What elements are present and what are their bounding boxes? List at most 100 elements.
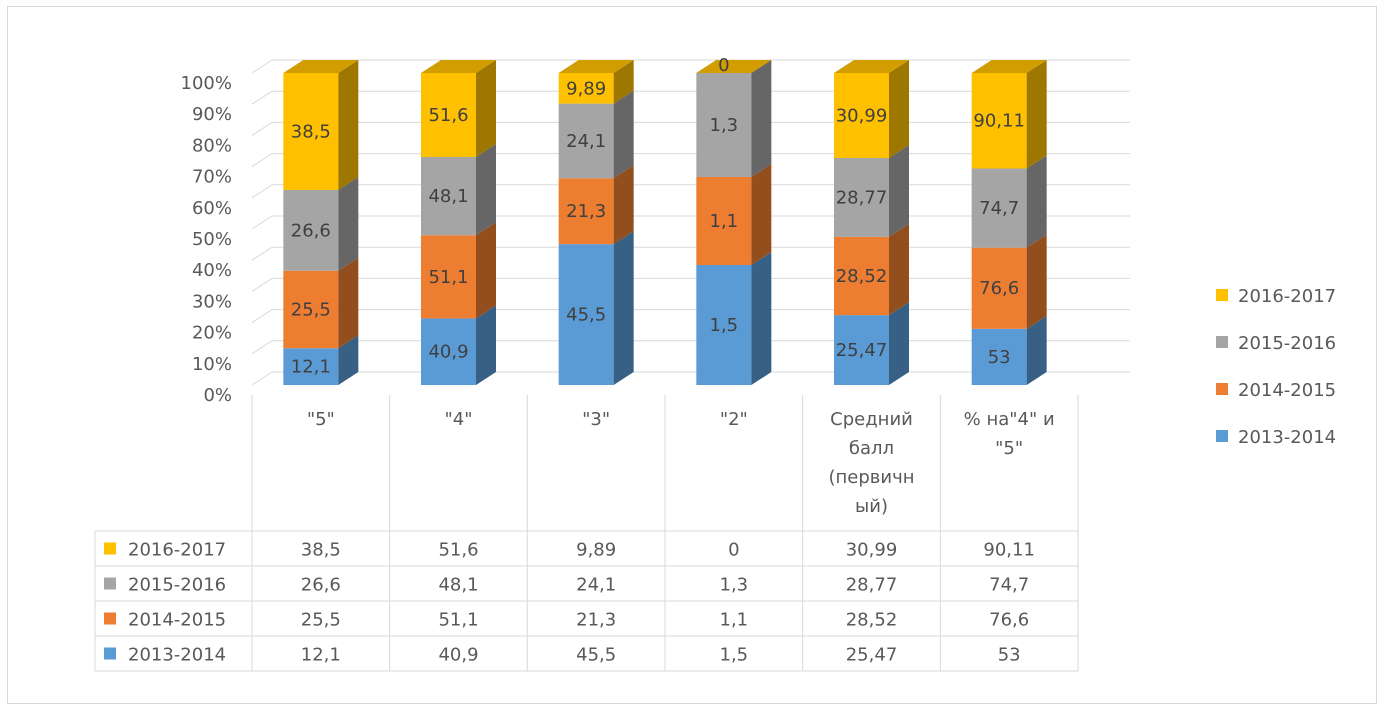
table-cell: 51,6 xyxy=(438,540,478,561)
data-label: 26,6 xyxy=(291,220,331,241)
bar-top xyxy=(834,60,909,73)
bar-top xyxy=(696,60,772,73)
gridline-depth xyxy=(251,90,273,105)
category-label: Средний xyxy=(830,409,913,430)
data-label: 30,99 xyxy=(836,106,888,127)
bar-segment xyxy=(283,348,339,385)
bar-segment-side xyxy=(476,60,496,157)
bar-segment-side xyxy=(476,143,496,236)
legend-label: 2015-2016 xyxy=(1238,333,1336,354)
table-cell: 40,9 xyxy=(438,645,478,666)
data-label: 51,6 xyxy=(428,105,468,126)
category-label: ый) xyxy=(855,496,888,517)
bar-segment xyxy=(696,73,752,177)
legend-label: 2014-2015 xyxy=(1238,380,1336,401)
data-label: 9,89 xyxy=(566,78,606,99)
legend-label: 2013-2014 xyxy=(1238,427,1336,448)
bar-segment-side xyxy=(338,335,359,385)
table-cell: 1,1 xyxy=(720,610,749,631)
gridline-depth xyxy=(251,153,273,168)
bar-segment-side xyxy=(338,60,359,190)
table-cell: 1,3 xyxy=(720,575,749,596)
data-label: 1,1 xyxy=(710,211,739,232)
table-cell: 26,6 xyxy=(301,575,341,596)
gridline-depth xyxy=(251,184,273,199)
bar-segment-side xyxy=(889,302,909,385)
data-label: 53 xyxy=(988,347,1011,368)
bar-segment xyxy=(558,73,614,104)
bar-segment-side xyxy=(613,165,634,245)
table-cell: 74,7 xyxy=(989,575,1029,596)
gridline-depth xyxy=(251,121,273,136)
bar-segment-side xyxy=(889,223,909,316)
bar-segment xyxy=(421,73,476,157)
legend-key xyxy=(1216,336,1228,348)
bar-segment-side xyxy=(1026,234,1047,329)
table-series-name: 2013-2014 xyxy=(128,645,226,666)
bar-segment xyxy=(971,328,1027,385)
data-label: 45,5 xyxy=(566,305,606,326)
table-series-name: 2014-2015 xyxy=(128,610,226,631)
legend: 2016-2017 2015-2016 2014-2015 2013-2014 xyxy=(1216,286,1336,448)
bar-segment xyxy=(834,236,889,316)
category-label: "5" xyxy=(995,438,1023,459)
bar-segment xyxy=(283,270,339,349)
y-tick-label: 90% xyxy=(192,104,232,125)
gridline-depth xyxy=(251,340,273,355)
bar-segment-side xyxy=(613,60,634,104)
bar-segment xyxy=(696,265,752,385)
legend-label: 2016-2017 xyxy=(1238,286,1336,307)
bar-segment xyxy=(558,244,614,385)
table-cell: 51,1 xyxy=(438,610,478,631)
y-tick-label: 70% xyxy=(192,167,232,188)
y-tick-label: 60% xyxy=(192,198,232,219)
table-legend-key xyxy=(104,647,116,660)
bar-segment xyxy=(558,103,614,179)
bar-top xyxy=(558,60,634,73)
table-cell: 0 xyxy=(728,540,739,561)
table-cell: 21,3 xyxy=(576,610,616,631)
table-cell: 53 xyxy=(998,645,1021,666)
data-label: 28,52 xyxy=(836,266,888,287)
y-tick-label: 0% xyxy=(203,385,232,406)
table-cell: 76,6 xyxy=(989,610,1029,631)
table-cell: 25,5 xyxy=(301,610,341,631)
bar-segment-side xyxy=(338,176,359,271)
data-table: "5" "4" "3" "2" Средний балл (первичн ый) % на"4… xyxy=(94,395,1079,672)
bar-segment xyxy=(696,177,752,265)
y-tick-label: 20% xyxy=(192,323,232,344)
bar-segment-side xyxy=(751,252,772,385)
table-cell: 28,77 xyxy=(846,575,898,596)
data-label: 76,6 xyxy=(979,278,1019,299)
bar-segment xyxy=(971,247,1027,329)
bar-segment xyxy=(834,315,889,385)
table-cell: 24,1 xyxy=(576,575,616,596)
bars: 12,1 25,5 26,6 38,5 40,9 51,1 48,1 51,6 45,5 21,3… xyxy=(283,55,1047,385)
y-tick-label: 10% xyxy=(192,354,232,375)
table-cell: 25,47 xyxy=(846,645,898,666)
table-legend-key xyxy=(104,612,116,625)
data-label: 24,1 xyxy=(566,131,606,152)
bar-top xyxy=(283,60,359,73)
bar-segment-side xyxy=(613,90,634,179)
table-cell: 30,99 xyxy=(846,540,898,561)
bar-segment xyxy=(283,73,339,190)
data-label: 51,1 xyxy=(428,267,468,288)
gridline-depth xyxy=(251,215,273,230)
data-label: 40,9 xyxy=(428,342,468,363)
y-axis: 0% 10% 20% 30% 40% 50% 60% 70% 80% 90% 100% xyxy=(181,73,232,406)
category-label: (первичн xyxy=(828,467,914,488)
bar-top xyxy=(421,60,496,73)
gridline-depth xyxy=(251,277,273,292)
bar-segment xyxy=(834,158,889,237)
data-label: 28,77 xyxy=(836,187,888,208)
legend-key xyxy=(1216,430,1228,442)
table-cell: 12,1 xyxy=(301,645,341,666)
gridline-depth xyxy=(251,371,273,386)
category-label: балл xyxy=(849,438,894,459)
table-legend-key xyxy=(104,577,116,590)
table-cell: 38,5 xyxy=(301,540,341,561)
y-tick-label: 80% xyxy=(192,135,232,156)
bar-segment xyxy=(421,235,476,319)
